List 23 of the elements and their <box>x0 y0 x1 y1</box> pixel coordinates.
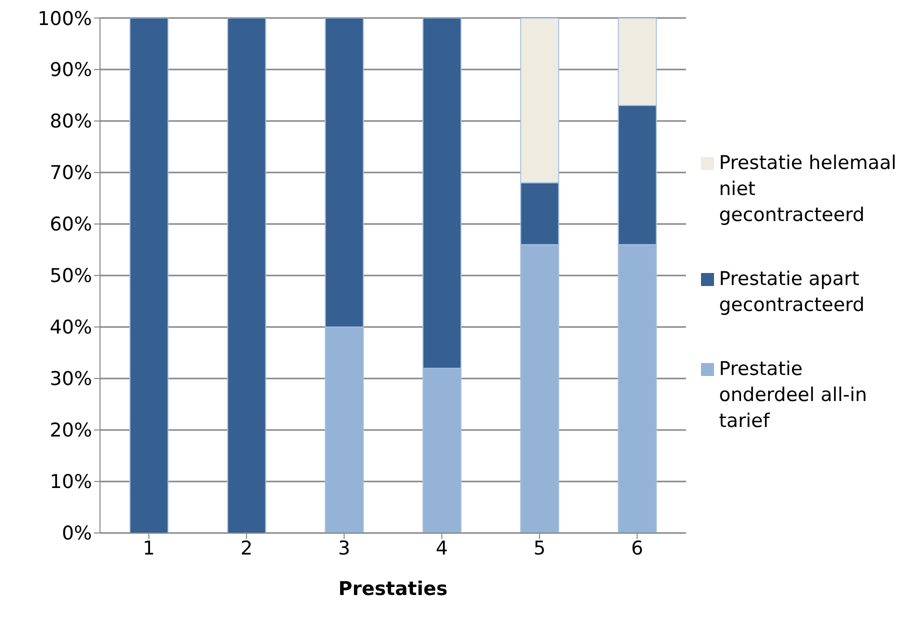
y-tick-label: 40% <box>50 316 92 339</box>
y-tick-label: 100% <box>38 8 92 30</box>
y-tick-label: 90% <box>50 59 92 82</box>
x-axis-title: Prestaties <box>338 578 448 600</box>
legend-label: Prestatie helemaal niet gecontracteerd <box>719 150 898 228</box>
legend-label: Prestatie onderdeel all-in tarief <box>719 356 868 434</box>
x-tick-label: 5 <box>533 537 546 560</box>
y-tick-label: 80% <box>50 110 92 133</box>
y-tick-label: 20% <box>50 420 92 442</box>
y-tick-label: 30% <box>50 368 92 390</box>
bar <box>130 18 168 533</box>
x-tick-label: 2 <box>240 537 253 560</box>
y-tick-label: 0% <box>62 522 92 545</box>
legend-label: Prestatie apart gecontracteerd <box>719 266 866 318</box>
x-tick-label: 6 <box>631 537 644 560</box>
y-tick-label: 60% <box>50 214 92 236</box>
y-tick-label: 70% <box>50 162 92 184</box>
x-tick-label: 1 <box>142 537 155 560</box>
y-tick-label: 10% <box>50 471 92 494</box>
x-tick-label: 4 <box>436 537 448 560</box>
bar <box>227 18 266 533</box>
x-tick-label: 3 <box>338 537 350 560</box>
y-tick-label: 50% <box>50 265 92 288</box>
